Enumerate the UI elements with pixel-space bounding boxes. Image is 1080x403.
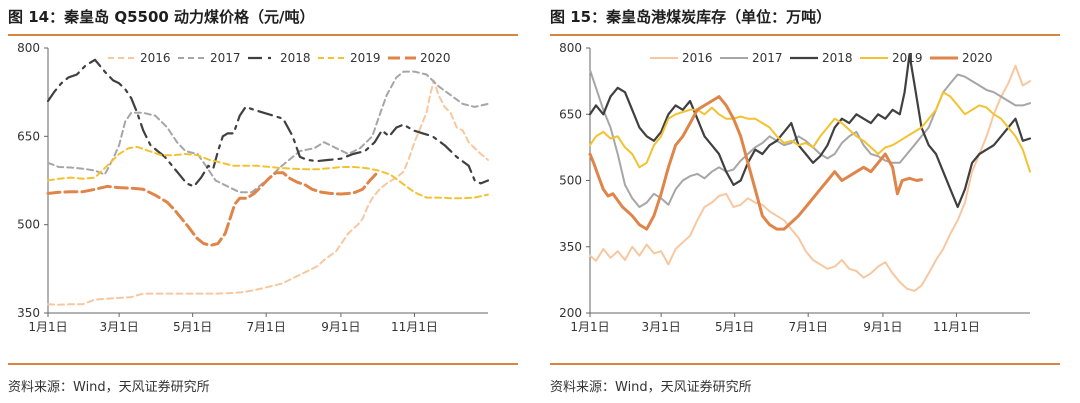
series-line-2020 <box>588 95 923 231</box>
legend-item-2016: 2016 <box>650 51 713 65</box>
legend-item-2018: 2018 <box>248 51 311 65</box>
chart-title: 图 14：秦皇岛 Q5500 动力煤价格（元/吨） <box>8 8 315 26</box>
source-note: 资料来源：Wind，天风证券研究所 <box>8 380 210 395</box>
legend-item-2017: 2017 <box>720 51 783 65</box>
source-divider <box>8 363 518 365</box>
source-divider <box>550 363 1060 365</box>
y-tick-label: 650 <box>17 129 40 143</box>
x-tick-label: 7月1日 <box>789 320 828 334</box>
chart-panel-coal-price: 图 14：秦皇岛 Q5500 动力煤价格（元/吨） 350 500 650 800 1月… <box>8 0 528 403</box>
chart-panel-coal-inventory: 图 15：秦皇岛港煤炭库存（单位：万吨） 200 350 500 650 800 1月1日… <box>550 0 1070 403</box>
x-tick-label: 5月1日 <box>173 320 212 334</box>
x-tick-label: 11月1日 <box>391 320 438 334</box>
title-divider <box>8 34 518 36</box>
y-tick-label: 650 <box>559 107 582 121</box>
series-line-2016 <box>589 64 1031 292</box>
legend-label: 2020 <box>962 51 993 65</box>
legend-label: 2017 <box>752 51 783 65</box>
y-tick-label: 350 <box>559 240 582 254</box>
x-tick-label: 3月1日 <box>641 320 680 334</box>
x-tick-label: 9月1日 <box>321 320 360 334</box>
x-tick-label: 1月1日 <box>28 320 67 334</box>
legend-item-2018: 2018 <box>790 51 853 65</box>
y-tick-label: 500 <box>17 218 40 232</box>
series-line-2019 <box>47 145 489 200</box>
x-tick-label: 3月1日 <box>99 320 138 334</box>
y-tick-label: 500 <box>559 174 582 188</box>
series-line-2018 <box>46 58 490 188</box>
x-tick-label: 11月1日 <box>933 320 980 334</box>
x-tick-label: 9月1日 <box>863 320 902 334</box>
legend-label: 2018 <box>822 51 853 65</box>
series-line-2018 <box>588 53 1032 209</box>
legend-label: 2016 <box>140 51 171 65</box>
coal-inventory-chart: 200 350 500 650 800 1月1日 3月1日 5月1日 7月1日 9月1日 11月1日… <box>559 41 1032 334</box>
title-divider <box>550 34 1060 36</box>
legend-item-2020: 2020 <box>930 51 993 65</box>
legend-item-2019: 2019 <box>318 51 381 65</box>
x-tick-label: 5月1日 <box>715 320 754 334</box>
x-tick-label: 7月1日 <box>247 320 286 334</box>
legend-label: 2017 <box>210 51 241 65</box>
source-note: 资料来源：Wind，天风证券研究所 <box>550 380 752 395</box>
series-line-2017 <box>47 70 489 194</box>
y-tick-label: 350 <box>17 306 40 320</box>
legend-item-2019: 2019 <box>860 51 923 65</box>
legend-item-2017: 2017 <box>178 51 241 65</box>
y-tick-label: 800 <box>559 41 582 55</box>
legend-label: 2016 <box>682 51 713 65</box>
y-tick-label: 200 <box>559 306 582 320</box>
legend-item-2016: 2016 <box>108 51 171 65</box>
legend-item-2020: 2020 <box>388 51 451 65</box>
legend-label: 2019 <box>892 51 923 65</box>
series-line-2016 <box>47 79 489 306</box>
x-tick-label: 1月1日 <box>570 320 609 334</box>
legend-label: 2019 <box>350 51 381 65</box>
chart-title: 图 15：秦皇岛港煤炭库存（单位：万吨） <box>550 8 832 26</box>
y-tick-label: 800 <box>17 41 40 55</box>
series-line-2020 <box>46 171 379 247</box>
legend-label: 2020 <box>420 51 451 65</box>
coal-price-chart: 350 500 650 800 1月1日 3月1日 5月1日 7月1日 9月1日 11月1日 201… <box>17 41 490 334</box>
series-line-2019 <box>589 91 1031 173</box>
legend-label: 2018 <box>280 51 311 65</box>
